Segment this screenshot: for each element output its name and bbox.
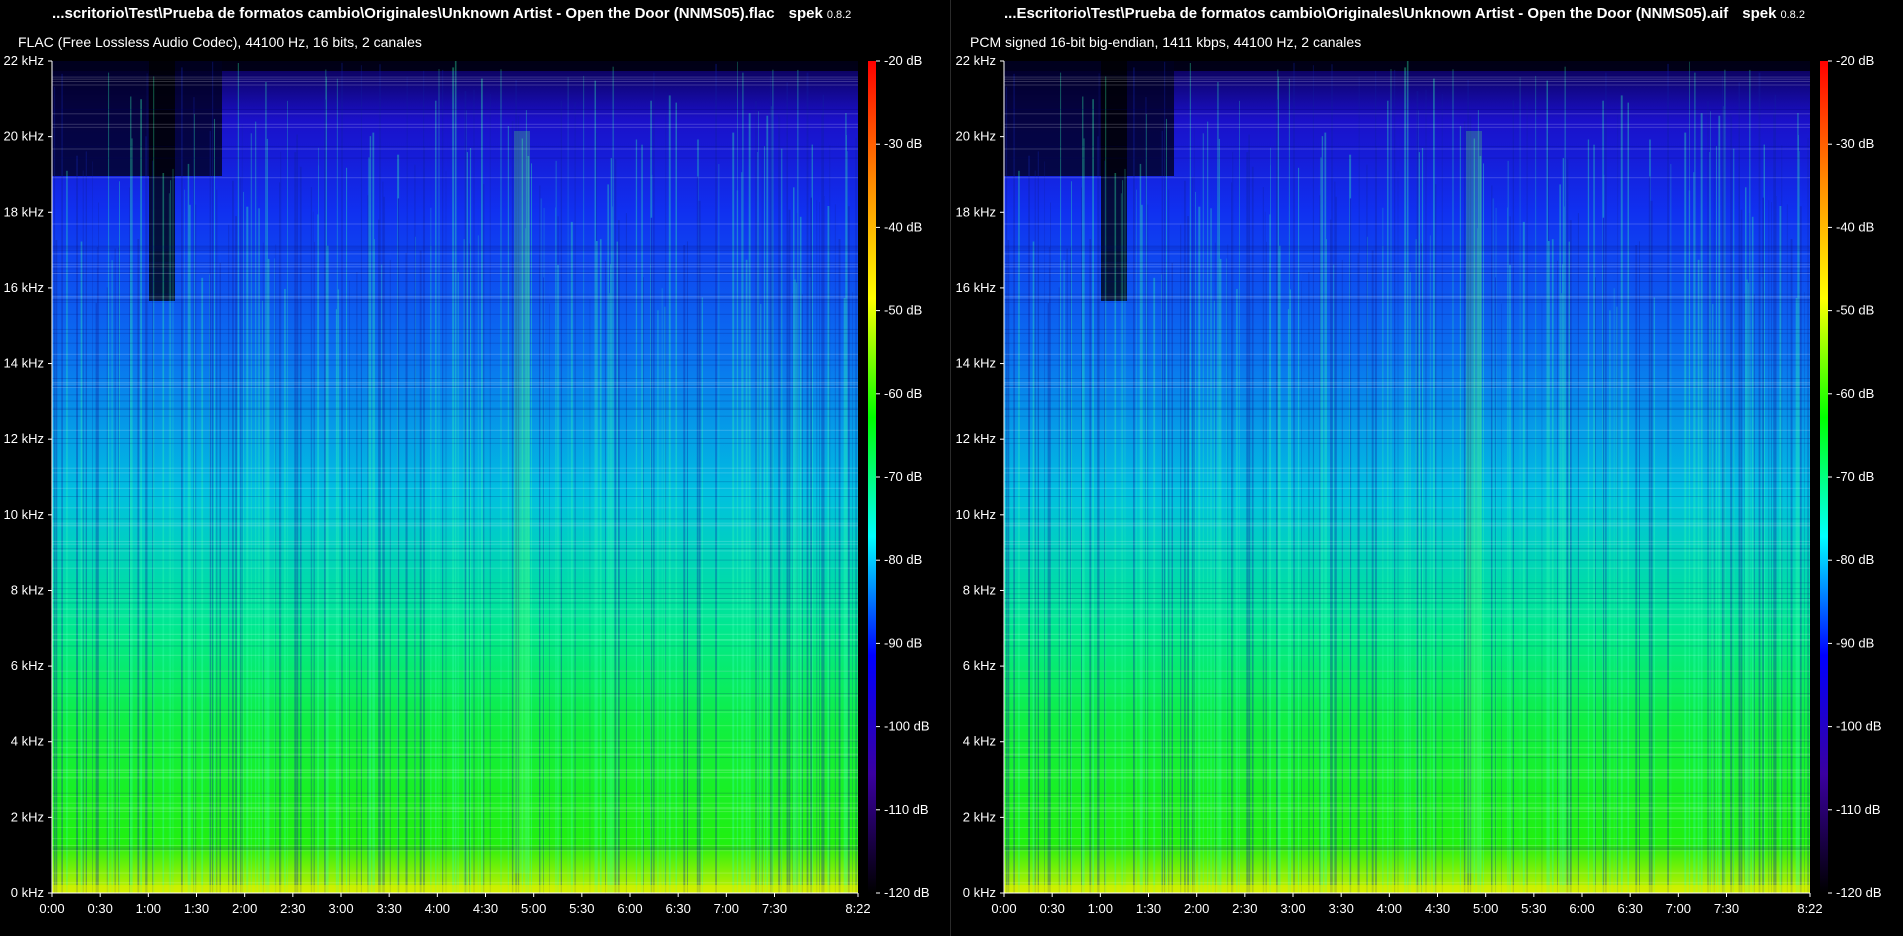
x-tick-label: 5:30 — [569, 901, 594, 916]
y-tick-label: 10 kHz — [4, 507, 44, 522]
format-info: FLAC (Free Lossless Audio Codec), 44100 … — [18, 34, 422, 50]
y-tick-label: 20 kHz — [4, 129, 44, 144]
colorbar-tick-label: -30 dB — [1836, 136, 1874, 151]
x-tick-label: 7:00 — [714, 901, 739, 916]
file-title: ...Escritorio\Test\Prueba de formatos ca… — [1004, 5, 1729, 22]
colorbar-tick-label: -40 dB — [1836, 219, 1874, 234]
x-tick-label: 7:30 — [762, 901, 787, 916]
y-tick-label: 8 kHz — [11, 582, 44, 597]
y-tick-label: 0 kHz — [11, 885, 44, 900]
colorbar-tick-label: -80 dB — [884, 552, 922, 567]
x-tick-label: 1:30 — [184, 901, 209, 916]
colorbar-tick-label: -60 dB — [1836, 386, 1874, 401]
y-tick-label: 4 kHz — [11, 734, 44, 749]
x-tick-label: 7:30 — [1714, 901, 1739, 916]
spectrogram-heatmap — [1004, 61, 1810, 893]
x-tick-label: 4:00 — [1377, 901, 1402, 916]
colorbar-tick-label: -90 dB — [884, 635, 922, 650]
x-tick-label: 4:00 — [425, 901, 450, 916]
colorbar-tick-label: -30 dB — [884, 136, 922, 151]
y-tick-label: 16 kHz — [956, 280, 996, 295]
y-tick-label: 6 kHz — [963, 658, 996, 673]
spectrogram-svg: 22 kHz 20 kHz 18 kHz 16 kHz 14 kHz 12 kHz 10 k… — [4, 53, 930, 916]
y-tick-label: 18 kHz — [956, 204, 996, 219]
x-tick-label: 2:30 — [280, 901, 305, 916]
app-name: spek — [788, 5, 823, 22]
colorbar-tick-label: -70 dB — [884, 469, 922, 484]
y-tick-label: 20 kHz — [956, 129, 996, 144]
colorbar-tick-label: -110 dB — [884, 802, 929, 817]
colorbar-tick-label: -40 dB — [884, 219, 922, 234]
colorbar-tick-label: -100 dB — [1836, 719, 1882, 734]
x-tick-label: 1:00 — [136, 901, 161, 916]
colorbar-tick-label: -60 dB — [884, 386, 922, 401]
colorbar-tick-label: -100 dB — [884, 719, 930, 734]
colorbar-tick-label: -90 dB — [1836, 635, 1874, 650]
colorbar-tick-label: -120 dB — [1836, 885, 1882, 900]
spectrogram-heatmap — [52, 61, 858, 893]
window-title: ...Escritorio\Test\Prueba de formatos ca… — [1004, 5, 1805, 22]
x-tick-label: 6:30 — [1618, 901, 1643, 916]
y-tick-label: 18 kHz — [4, 204, 44, 219]
spectrogram-svg: 22 kHz 20 kHz 18 kHz 16 kHz 14 kHz 12 kHz 10 k… — [956, 53, 1882, 916]
y-tick-label: 4 kHz — [963, 734, 996, 749]
spectrogram-panel-left: ...scritorio\Test\Prueba de formatos cam… — [0, 0, 950, 936]
app-version: 0.8.2 — [1780, 9, 1805, 21]
colorbar-tick-label: -50 dB — [884, 303, 922, 318]
y-tick-label: 12 kHz — [956, 431, 996, 446]
y-tick-label: 16 kHz — [4, 280, 44, 295]
x-tick-label: 4:30 — [473, 901, 498, 916]
colorbar-tick-label: -20 dB — [884, 53, 922, 68]
x-tick-label: 3:00 — [1280, 901, 1305, 916]
x-tick-label: 2:00 — [1184, 901, 1209, 916]
spectrogram-panel-right: ...Escritorio\Test\Prueba de formatos ca… — [952, 0, 1902, 936]
colorbar-tick-label: -120 dB — [884, 885, 930, 900]
file-title: ...scritorio\Test\Prueba de formatos cam… — [52, 5, 775, 22]
y-tick-label: 22 kHz — [4, 53, 44, 68]
x-tick-label: 0:30 — [1040, 901, 1065, 916]
colorbar — [1820, 61, 1828, 893]
x-tick-label: 8:22 — [1797, 901, 1822, 916]
colorbar — [868, 61, 876, 893]
x-tick-label: 2:00 — [232, 901, 257, 916]
x-tick-label: 6:30 — [666, 901, 691, 916]
x-tick-label: 5:00 — [521, 901, 546, 916]
panel-divider — [950, 0, 951, 936]
y-tick-label: 8 kHz — [963, 582, 996, 597]
x-tick-label: 0:00 — [39, 901, 64, 916]
y-tick-label: 22 kHz — [956, 53, 996, 68]
y-tick-label: 14 kHz — [4, 356, 44, 371]
x-tick-label: 0:30 — [88, 901, 113, 916]
x-tick-label: 3:00 — [328, 901, 353, 916]
app-name: spek — [1742, 5, 1777, 22]
y-tick-label: 12 kHz — [4, 431, 44, 446]
x-tick-label: 3:30 — [1329, 901, 1354, 916]
app-version: 0.8.2 — [826, 9, 852, 21]
y-tick-label: 10 kHz — [956, 507, 996, 522]
x-tick-label: 4:30 — [1425, 901, 1450, 916]
y-tick-label: 2 kHz — [11, 809, 44, 824]
y-tick-label: 0 kHz — [963, 885, 996, 900]
y-tick-label: 2 kHz — [963, 809, 996, 824]
colorbar-tick-label: -50 dB — [1836, 303, 1874, 318]
x-tick-label: 3:30 — [377, 901, 402, 916]
x-tick-label: 2:30 — [1232, 901, 1257, 916]
window-title: ...scritorio\Test\Prueba de formatos cam… — [52, 5, 851, 22]
colorbar-tick-label: -70 dB — [1836, 469, 1874, 484]
y-tick-label: 6 kHz — [11, 658, 44, 673]
x-tick-label: 8:22 — [845, 901, 870, 916]
x-tick-label: 1:00 — [1088, 901, 1113, 916]
colorbar-tick-label: -110 dB — [1836, 802, 1881, 817]
x-tick-label: 1:30 — [1136, 901, 1161, 916]
x-tick-label: 5:00 — [1473, 901, 1498, 916]
x-tick-label: 6:00 — [1569, 901, 1594, 916]
x-tick-label: 7:00 — [1666, 901, 1691, 916]
colorbar-tick-label: -80 dB — [1836, 552, 1874, 567]
x-tick-label: 5:30 — [1521, 901, 1546, 916]
x-tick-label: 0:00 — [991, 901, 1016, 916]
format-info: PCM signed 16-bit big-endian, 1411 kbps,… — [970, 34, 1362, 50]
colorbar-tick-label: -20 dB — [1836, 53, 1874, 68]
y-tick-label: 14 kHz — [956, 356, 996, 371]
x-tick-label: 6:00 — [617, 901, 642, 916]
